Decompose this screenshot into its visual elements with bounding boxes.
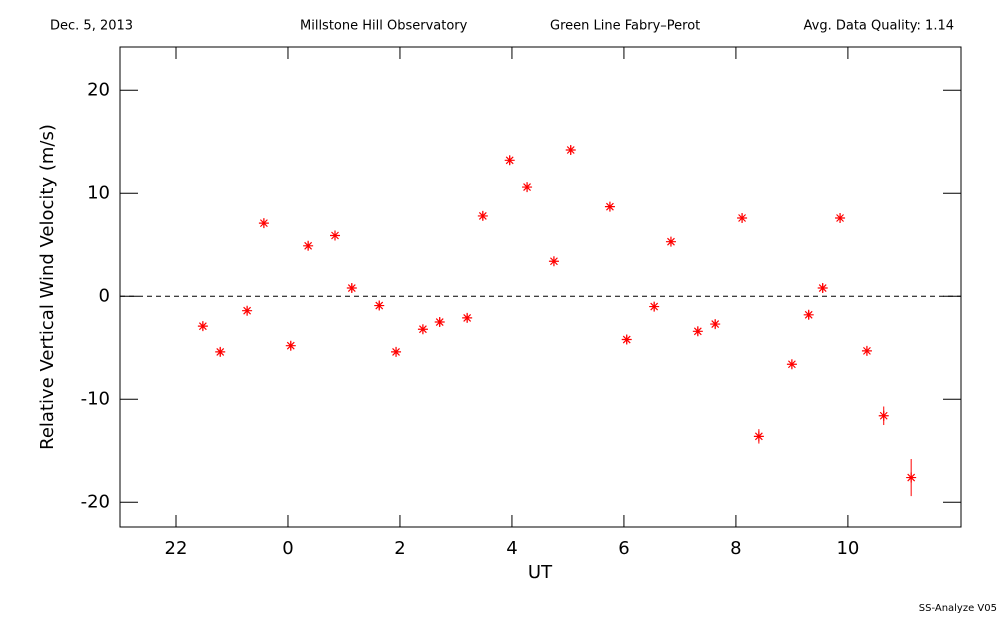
x-tick-label: 10 — [836, 538, 859, 559]
x-tick-label: 0 — [282, 538, 293, 559]
data-point — [803, 309, 814, 320]
x-tick-label: 6 — [618, 538, 629, 559]
data-point — [303, 240, 314, 251]
x-tick-label: 2 — [394, 538, 405, 559]
data-point — [242, 305, 253, 316]
data-quality: Avg. Data Quality: 1.14 — [804, 19, 954, 34]
data-point — [197, 321, 208, 332]
data-point — [330, 230, 341, 241]
data-point — [692, 326, 703, 337]
data-point — [548, 256, 559, 267]
footer: SS-Analyze V05 — [919, 603, 997, 614]
data-point — [665, 236, 676, 247]
y-tick-label: -20 — [81, 491, 110, 512]
date: Dec. 5, 2013 — [50, 19, 133, 34]
data-point — [878, 410, 889, 421]
data-point — [649, 301, 660, 312]
y-tick-label: -10 — [81, 388, 110, 409]
data-point — [817, 283, 828, 294]
plot-frame — [119, 46, 962, 528]
x-tick-label: 22 — [165, 538, 188, 559]
data-point — [710, 319, 721, 330]
x-tick-label: 4 — [506, 538, 517, 559]
data-point — [861, 345, 872, 356]
observatory: Millstone Hill Observatory — [300, 19, 468, 34]
data-point — [565, 145, 576, 156]
data-point — [346, 283, 357, 294]
data-point — [737, 212, 748, 223]
y-tick-label: 10 — [87, 182, 110, 203]
data-point — [753, 431, 764, 442]
data-point — [621, 334, 632, 345]
data-point — [477, 210, 488, 221]
data-point — [522, 182, 533, 193]
y-tick-label: 0 — [99, 285, 110, 306]
data-point — [417, 324, 428, 335]
data-point — [215, 346, 226, 357]
data-point — [258, 218, 269, 229]
y-tick-label: 20 — [87, 79, 110, 100]
instrument: Green Line Fabry–Perot — [550, 19, 700, 34]
y-axis-label: Relative Vertical Wind Velocity (m/s) — [37, 124, 58, 450]
data-point — [786, 359, 797, 370]
data-point — [374, 300, 385, 311]
data-point — [835, 212, 846, 223]
data-point — [604, 201, 615, 212]
data-point — [462, 312, 473, 323]
x-axis-label: UT — [528, 562, 553, 583]
data-point — [504, 155, 515, 166]
data-point — [285, 340, 296, 351]
data-point — [906, 472, 917, 483]
data-point — [434, 317, 445, 328]
data-point — [391, 346, 402, 357]
x-tick-label: 8 — [730, 538, 741, 559]
